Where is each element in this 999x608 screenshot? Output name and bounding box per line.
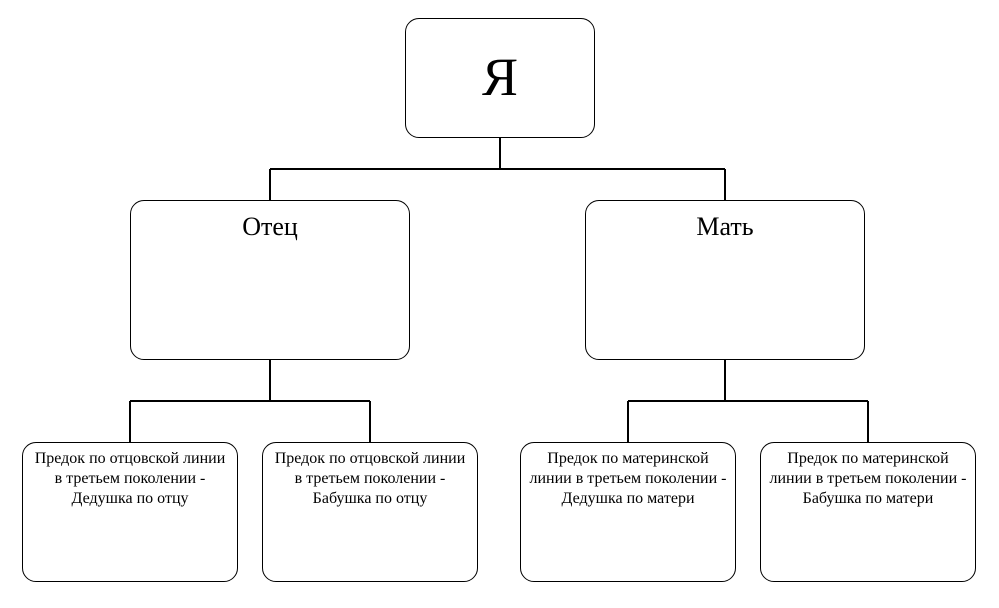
connector-mother: [628, 360, 868, 442]
node-paternal-grandfather: Предок по отцовской линии в третьем поко…: [22, 442, 238, 582]
node-paternal-grandfather-label: Предок по отцовской линии в третьем поко…: [29, 449, 231, 509]
node-mother-label: Мать: [696, 211, 753, 244]
node-self-label: Я: [482, 44, 518, 112]
node-maternal-grandfather: Предок по материнской линии в третьем по…: [520, 442, 736, 582]
node-maternal-grandfather-label: Предок по материнской линии в третьем по…: [527, 449, 729, 509]
node-paternal-grandmother-label: Предок по отцовской линии в третьем поко…: [269, 449, 471, 509]
connector-root: [270, 138, 725, 200]
connector-father: [130, 360, 370, 442]
node-maternal-grandmother: Предок по материнской линии в третьем по…: [760, 442, 976, 582]
node-maternal-grandmother-label: Предок по материнской линии в третьем по…: [767, 449, 969, 509]
node-self: Я: [405, 18, 595, 138]
node-mother: Мать: [585, 200, 865, 360]
node-father: Отец: [130, 200, 410, 360]
family-tree-diagram: Я Отец Мать Предок по отцовской линии в …: [0, 0, 999, 608]
node-father-label: Отец: [242, 211, 298, 244]
node-paternal-grandmother: Предок по отцовской линии в третьем поко…: [262, 442, 478, 582]
